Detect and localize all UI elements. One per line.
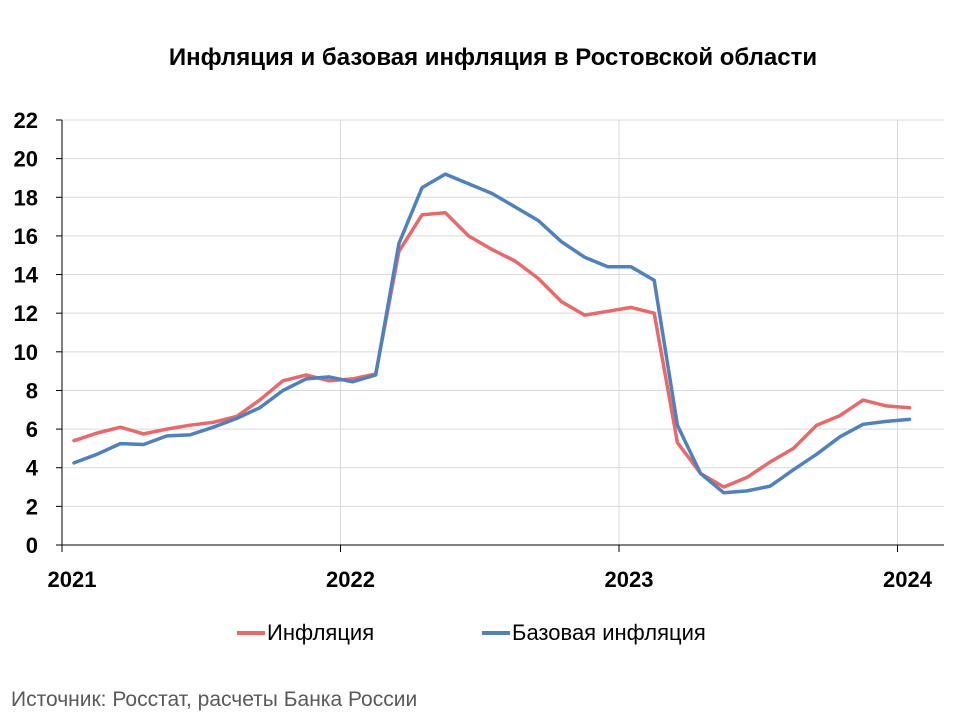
x-tick-label: 2024	[883, 567, 933, 592]
chart-title: Инфляция и базовая инфляция в Ростовской…	[168, 44, 818, 71]
x-tick-label: 2023	[605, 567, 654, 592]
y-tick-label: 18	[14, 185, 38, 210]
series-line-inflation	[72, 210, 912, 489]
legend-item-inflation: Инфляция	[237, 620, 374, 646]
legend: Инфляция Базовая инфляция	[0, 620, 960, 650]
legend-label-core-inflation: Базовая инфляция	[512, 620, 706, 645]
y-tick-label: 10	[14, 340, 38, 365]
axes	[56, 119, 944, 552]
series-lines	[72, 172, 912, 495]
x-tick-label: 2022	[326, 567, 375, 592]
y-tick-label: 14	[14, 263, 39, 288]
y-tick-label: 2	[26, 494, 38, 519]
series-line-core-inflation	[72, 172, 912, 495]
y-tick-label: 4	[26, 456, 39, 481]
y-tick-label: 12	[14, 301, 38, 326]
legend-swatch-core-inflation	[482, 631, 510, 635]
y-tick-label: 8	[26, 378, 38, 403]
y-tick-label: 22	[14, 108, 38, 133]
y-tick-label: 20	[14, 147, 38, 172]
x-tick-labels: 2021 2022 2023 2024	[48, 567, 933, 592]
legend-item-core-inflation: Базовая инфляция	[482, 620, 706, 646]
x-tick-label: 2021	[48, 567, 97, 592]
y-tick-label: 6	[26, 417, 38, 442]
y-tick-label: 0	[26, 533, 38, 558]
y-tick-label: 16	[14, 224, 38, 249]
grid-lines	[62, 119, 944, 545]
legend-swatch-inflation	[237, 631, 265, 635]
legend-label-inflation: Инфляция	[267, 620, 375, 645]
y-tick-labels: 0 2 4 6 8 10 12 14 16 18 20 22	[14, 108, 39, 558]
source-note: Источник: Росстат, расчеты Банка России	[11, 688, 418, 711]
